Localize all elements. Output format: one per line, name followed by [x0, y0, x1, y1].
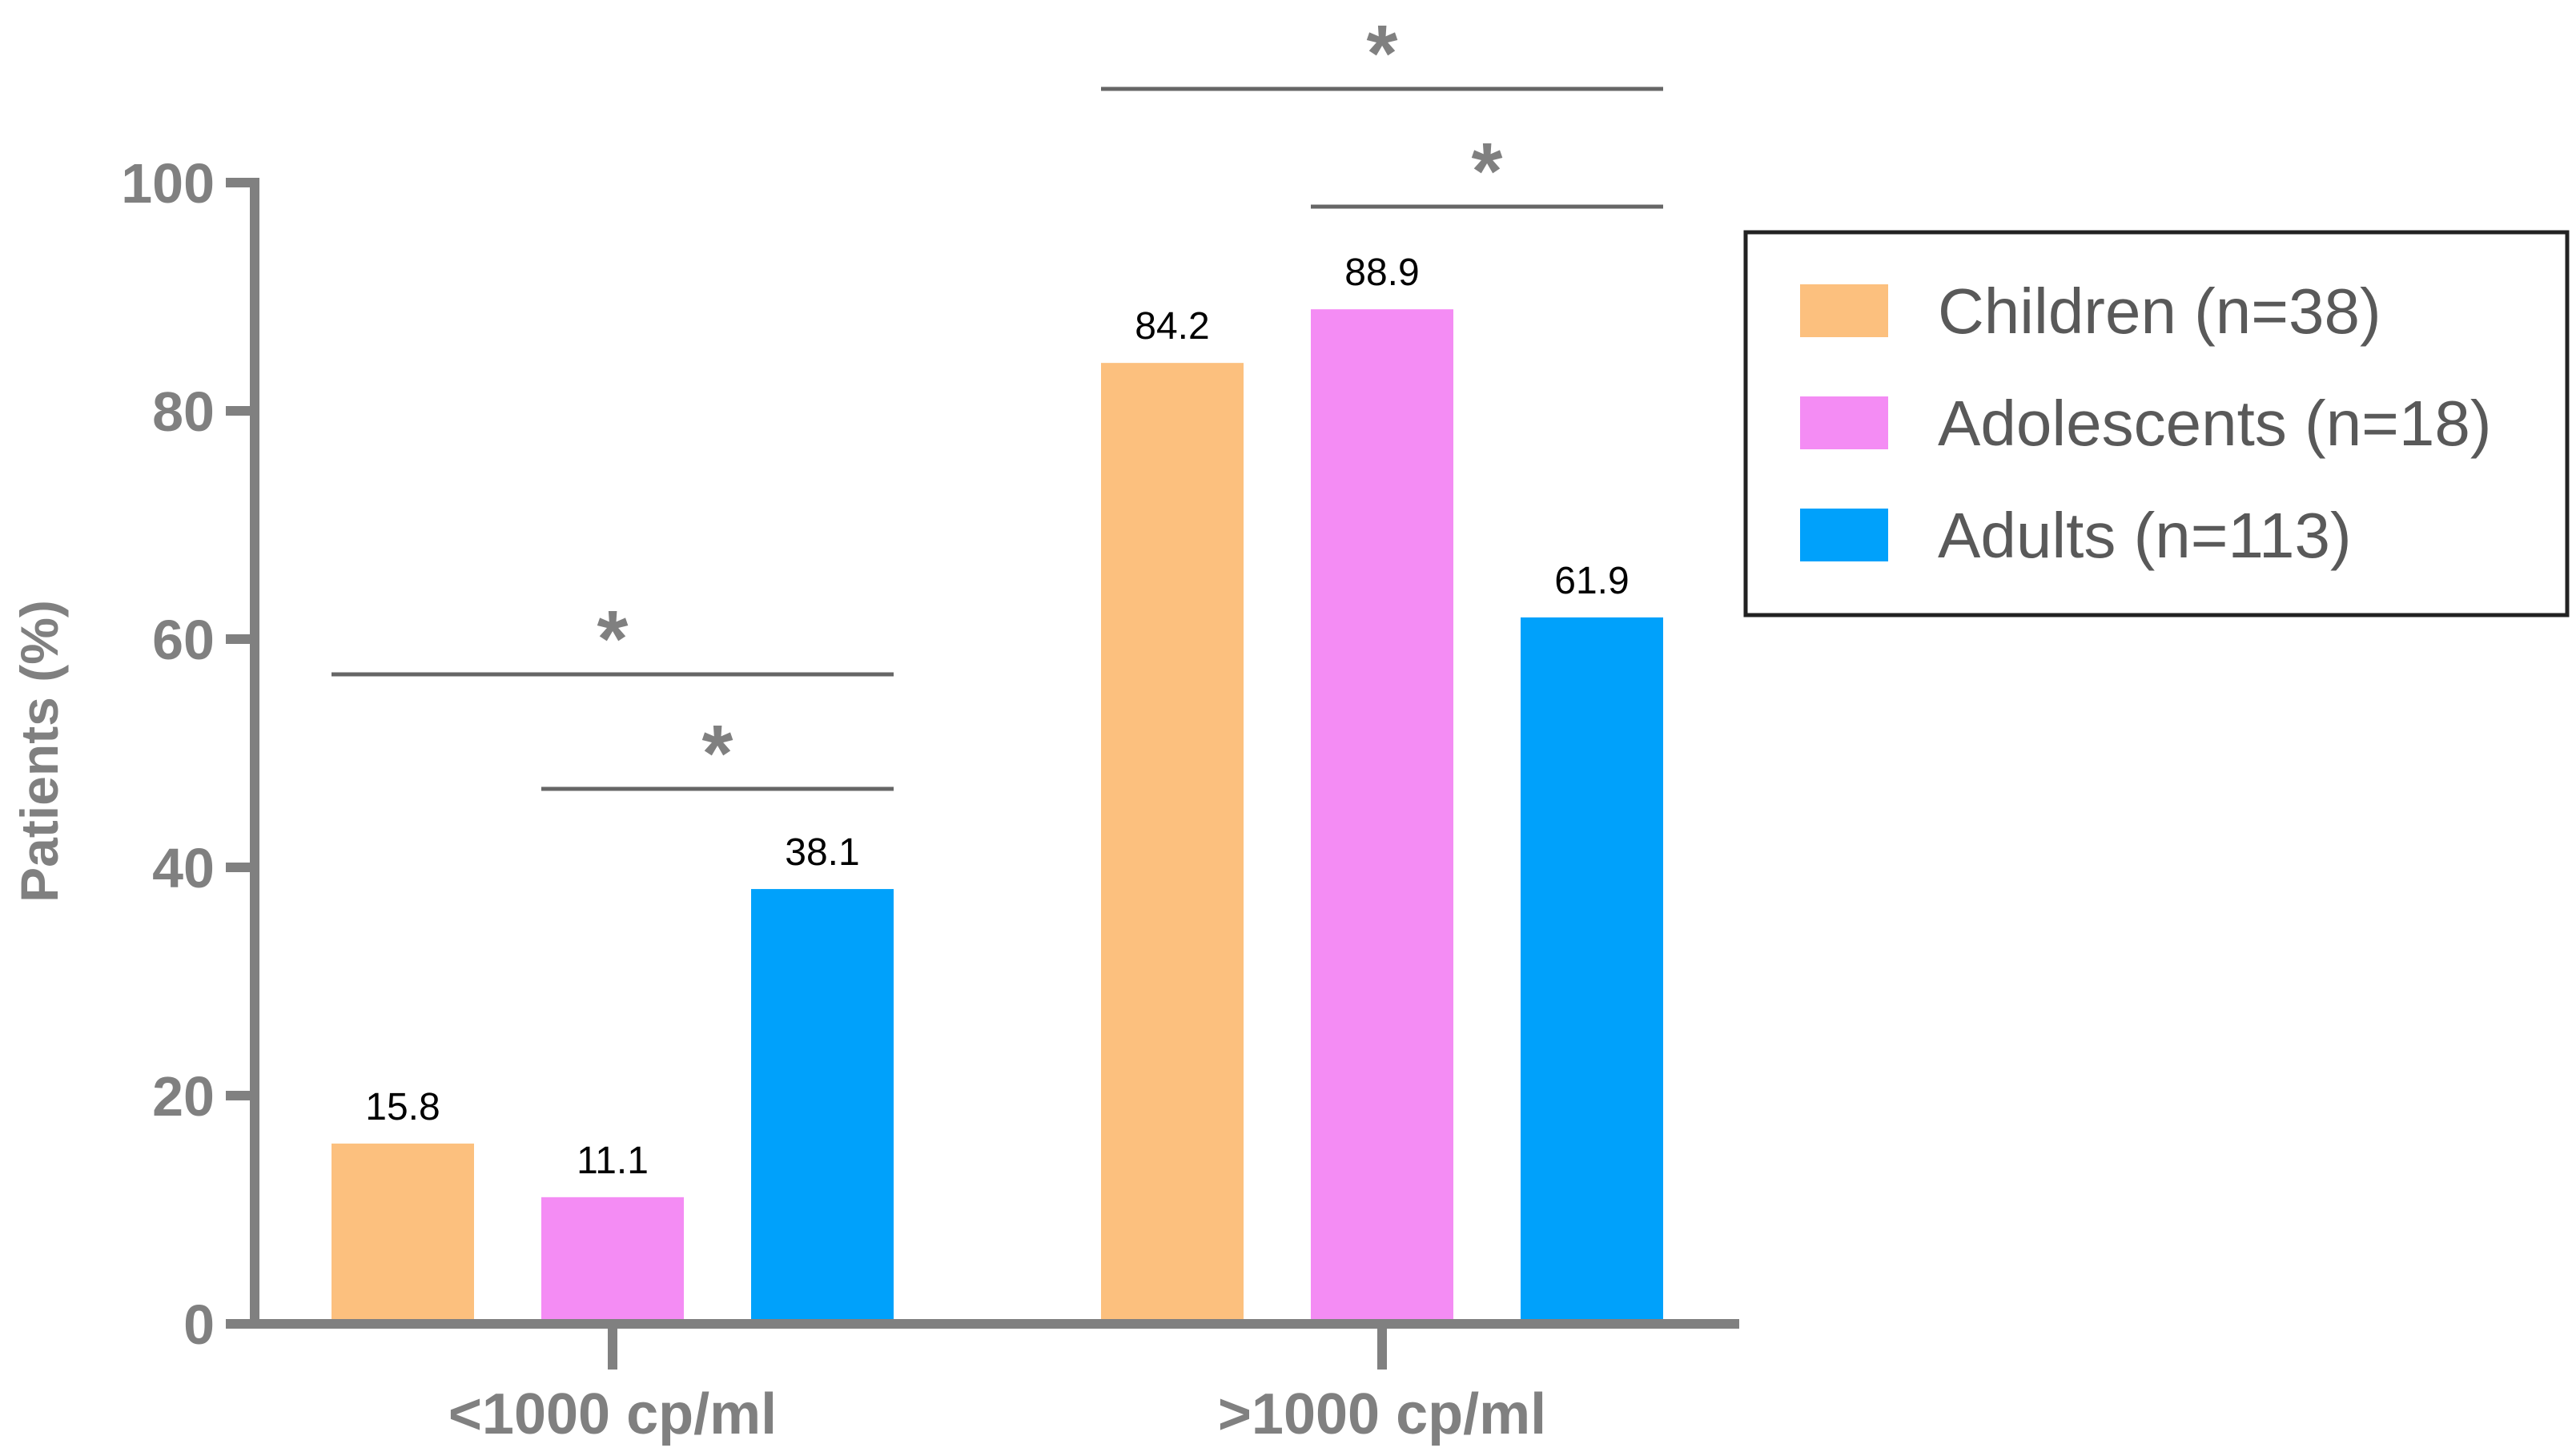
significance-star: *	[597, 594, 629, 684]
bar	[1521, 617, 1663, 1324]
bar	[1311, 309, 1453, 1324]
bar	[541, 1197, 684, 1324]
data-label: 11.1	[577, 1140, 649, 1182]
y-tick-label: 20	[152, 1065, 215, 1128]
significance-star: *	[1367, 9, 1398, 99]
y-axis-ticks: 0 20 40 60 80 100	[121, 152, 255, 1356]
legend-swatch	[1800, 509, 1888, 561]
x-axis-categories: <1000 cp/ml >1000 cp/ml	[448, 1324, 1546, 1446]
x-category-label: <1000 cp/ml	[448, 1382, 777, 1446]
legend: Children (n=38) Adolescents (n=18) Adults …	[1743, 230, 2570, 617]
data-label: 88.9	[1344, 251, 1419, 294]
legend-label: Adults (n=113)	[1938, 500, 2352, 571]
legend-swatch	[1800, 396, 1888, 449]
x-category-label: >1000 cp/ml	[1218, 1382, 1546, 1446]
legend-label: Adolescents (n=18)	[1938, 388, 2492, 459]
y-tick-label: 40	[152, 837, 215, 899]
data-label: 38.1	[785, 831, 859, 874]
legend-swatch	[1800, 284, 1888, 337]
y-tick-label: 80	[152, 380, 215, 443]
y-tick-label: 100	[121, 152, 215, 215]
bar	[1101, 363, 1244, 1324]
y-tick-label: 60	[152, 609, 215, 671]
bar	[751, 889, 894, 1324]
y-axis-title: Patients (%)	[10, 600, 69, 903]
y-tick-label: 0	[183, 1293, 215, 1356]
significance-star: *	[702, 709, 733, 798]
bar	[332, 1143, 474, 1324]
data-label: 84.2	[1135, 305, 1209, 348]
legend-label: Children (n=38)	[1938, 276, 2381, 347]
data-label: 61.9	[1554, 560, 1629, 602]
data-label: 15.8	[365, 1086, 440, 1128]
bars: 15.8 11.1 38.1 84.2 88.9 61.9	[332, 251, 1663, 1324]
significance-brackets: * * * *	[332, 9, 1663, 798]
significance-star: *	[1472, 127, 1503, 216]
